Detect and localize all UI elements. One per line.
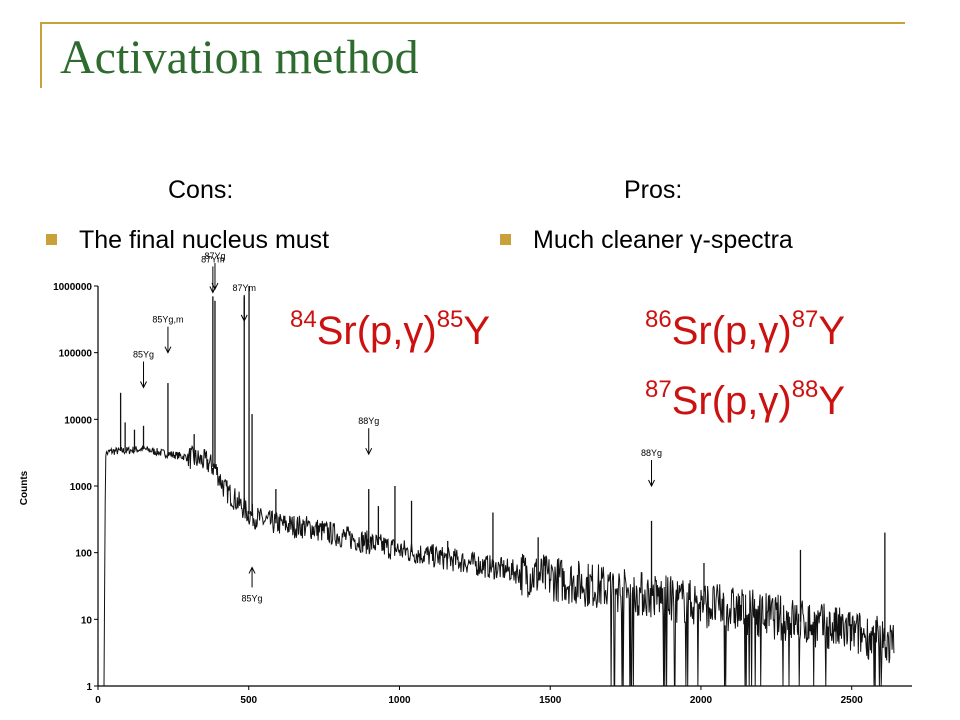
cons-item: The final nucleus must	[46, 226, 329, 255]
spectrum-series	[103, 286, 895, 687]
reaction-3-target-mass: 87	[645, 376, 672, 403]
y-tick-label: 1000	[70, 482, 93, 493]
x-tick-label: 2000	[690, 695, 713, 706]
cons-heading: Cons:	[168, 176, 234, 204]
reaction-2-product: Y	[818, 309, 846, 353]
x-tick-label: 0	[95, 695, 101, 706]
cons-item-text: The final nucleus must	[79, 226, 330, 254]
reaction-2-text: Sr(p,γ)	[671, 309, 792, 353]
peak-label: 85Yg	[242, 593, 263, 603]
reaction-1-product: Y	[463, 309, 491, 353]
reaction-1-product-mass: 85	[436, 306, 464, 333]
spectrum-continuum-line	[103, 444, 895, 687]
x-tick-label: 1500	[539, 695, 562, 706]
peak-arrowhead	[648, 479, 655, 488]
peak-label: 88Yg	[358, 416, 379, 426]
peak-label: 87Ym	[201, 254, 225, 264]
y-tick-label: 1000000	[53, 282, 92, 293]
peak-arrowhead	[248, 566, 256, 574]
bullet-square-icon	[46, 234, 57, 245]
reaction-3-text: Sr(p,γ)	[671, 379, 792, 423]
reaction-3-product: Y	[818, 379, 846, 423]
x-tick-label: 1000	[388, 695, 411, 706]
peak-label: 88Yg	[641, 448, 662, 458]
y-tick-label: 100	[75, 549, 92, 560]
reaction-3: 87Sr(p,γ)88Y	[645, 376, 846, 423]
y-tick-label: 100000	[59, 349, 93, 360]
x-tick-label: 500	[240, 695, 257, 706]
x-tick-label: 2500	[841, 695, 864, 706]
peak-label: 87Yg	[204, 251, 225, 261]
reaction-3-product-mass: 88	[791, 376, 819, 403]
slide-title: Activation method	[60, 31, 419, 84]
peak-arrowhead	[240, 314, 248, 322]
chart-axes: 1000000 100000 10000 1000 100 10 10 500 1000 1500…	[53, 282, 912, 706]
title-frame-left	[40, 22, 42, 88]
bullet-square-icon	[500, 234, 511, 245]
pros-item: Much cleaner γ-spectra	[500, 226, 793, 255]
peak-label: 87Ym	[232, 283, 256, 293]
peak-label: 85Yg	[133, 350, 154, 360]
reaction-1-text: Sr(p,γ)	[316, 309, 437, 353]
reaction-1: 84Sr(p,γ)85Y	[290, 306, 491, 353]
pros-heading: Pros:	[624, 176, 683, 204]
peak-arrowhead	[365, 447, 373, 456]
peak-arrowhead	[211, 282, 219, 291]
peak-arrowhead	[164, 346, 172, 354]
y-tick-label: 10000	[64, 415, 92, 426]
reaction-2-product-mass: 87	[791, 306, 819, 333]
y-tick-label: 10	[81, 615, 93, 626]
y-tick-label: 1	[86, 682, 92, 693]
reaction-2: 86Sr(p,γ)87Y	[645, 306, 846, 353]
peak-label: 85Yg,m	[152, 315, 183, 325]
reaction-1-target-mass: 84	[290, 306, 317, 333]
peak-arrowhead	[140, 381, 147, 389]
pros-item-text: Much cleaner γ-spectra	[533, 226, 793, 254]
y-axis-label: Counts	[19, 470, 30, 505]
reaction-2-target-mass: 86	[645, 306, 672, 333]
title-frame-top	[40, 22, 905, 24]
